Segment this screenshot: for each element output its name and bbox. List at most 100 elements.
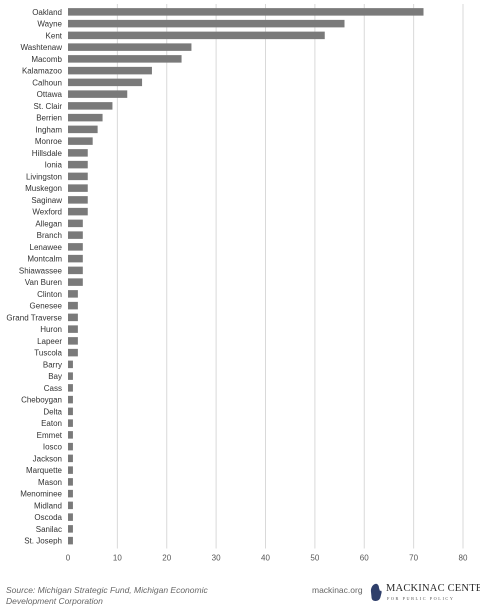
x-tick-label: 30 xyxy=(212,554,221,563)
bar xyxy=(68,407,73,416)
bar xyxy=(68,243,83,251)
bar xyxy=(68,313,78,322)
category-label: Clinton xyxy=(37,290,62,299)
bar xyxy=(68,266,83,275)
category-label: Delta xyxy=(43,407,62,416)
bar xyxy=(68,55,182,63)
bar xyxy=(68,301,78,310)
category-label: Genesee xyxy=(30,302,63,311)
category-label: Barry xyxy=(43,360,62,369)
category-label: Ingham xyxy=(35,125,62,134)
category-label: St. Clair xyxy=(34,102,63,111)
x-tick-label: 50 xyxy=(310,554,319,563)
category-label: Hillsdale xyxy=(32,149,63,158)
x-tick-label: 80 xyxy=(459,554,468,563)
bar xyxy=(68,454,73,463)
category-label: Livingston xyxy=(26,172,62,181)
category-label: Marquette xyxy=(26,466,63,475)
category-label: Cheboygan xyxy=(21,396,62,405)
category-label: Cass xyxy=(44,384,62,393)
bar xyxy=(68,372,73,380)
x-tick-label: 70 xyxy=(409,554,418,563)
bar xyxy=(68,219,83,228)
bar xyxy=(68,489,73,498)
category-label: Eaton xyxy=(41,419,62,428)
category-label: Shiawassee xyxy=(19,266,63,275)
bar xyxy=(68,160,88,169)
category-label: Ottawa xyxy=(37,90,63,99)
category-label: Grand Traverse xyxy=(6,313,62,322)
category-label: Kent xyxy=(46,31,63,40)
category-label: Lenawee xyxy=(30,243,63,252)
bar xyxy=(68,431,73,439)
bar xyxy=(68,8,424,16)
bar xyxy=(68,78,143,87)
bar xyxy=(68,525,73,533)
category-label: Lapeer xyxy=(37,337,62,346)
category-label: Bay xyxy=(48,372,62,381)
bar-chart: 0 10 20 30 40 50 60 70 80 Oakland Wayne Kent Washten… xyxy=(6,4,468,563)
bar xyxy=(68,43,192,51)
source-note: Source: Michigan Strategic Fund, Michiga… xyxy=(6,585,208,606)
bar xyxy=(68,113,103,122)
category-label: Midland xyxy=(34,501,62,510)
category-label: Ionia xyxy=(45,161,63,170)
x-tick-label: 40 xyxy=(261,554,270,563)
category-label: Jackson xyxy=(33,454,62,463)
logo-tagline: FOR PUBLIC POLICY xyxy=(387,596,455,601)
category-label: Saginaw xyxy=(31,196,62,205)
bar xyxy=(68,196,88,204)
category-label: Kalamazoo xyxy=(22,67,63,76)
bar xyxy=(68,466,73,474)
bar xyxy=(68,66,152,75)
bar xyxy=(68,536,73,545)
bar xyxy=(68,172,88,181)
bar xyxy=(68,478,73,486)
mackinac-logo: MACKINAC CENTER FOR PUBLIC POLICY xyxy=(368,582,480,608)
category-label: Berrien xyxy=(36,114,62,123)
category-label: Branch xyxy=(37,231,62,240)
category-label: Muskegon xyxy=(25,184,62,193)
bar xyxy=(68,513,73,521)
site-url[interactable]: mackinac.org xyxy=(312,585,363,595)
bar xyxy=(68,125,98,134)
bar xyxy=(68,384,73,392)
bar xyxy=(68,325,78,333)
x-tick-label: 60 xyxy=(360,554,369,563)
category-label: Oakland xyxy=(32,8,62,17)
category-label: Montcalm xyxy=(27,255,62,264)
bar xyxy=(68,278,83,286)
bar xyxy=(68,360,73,369)
category-label: Sanilac xyxy=(36,525,62,534)
category-label: Huron xyxy=(40,325,62,334)
category-label: Iosco xyxy=(43,443,63,452)
bar xyxy=(68,231,83,239)
category-label: Wayne xyxy=(37,20,62,29)
bar xyxy=(68,184,88,192)
bar xyxy=(68,207,88,216)
bar xyxy=(68,501,73,510)
category-label: Washtenaw xyxy=(21,43,63,52)
category-label: Tuscola xyxy=(34,349,62,358)
bar xyxy=(68,102,113,110)
category-label: Calhoun xyxy=(32,78,62,87)
bar xyxy=(68,395,73,404)
category-label: Macomb xyxy=(31,55,62,64)
x-tick-label: 20 xyxy=(162,554,171,563)
bar xyxy=(68,19,345,28)
category-label: Oscoda xyxy=(34,513,62,522)
logo-name: MACKINAC CENTER xyxy=(386,583,480,594)
bar xyxy=(68,290,78,298)
bar xyxy=(68,31,325,40)
michigan-mitten-icon xyxy=(370,583,382,601)
bar xyxy=(68,419,73,427)
bar xyxy=(68,348,78,357)
bar xyxy=(68,337,78,345)
bar xyxy=(68,254,83,263)
x-tick-label: 10 xyxy=(113,554,122,563)
bar xyxy=(68,137,93,145)
category-label: Emmet xyxy=(37,431,63,440)
category-label: Mason xyxy=(38,478,62,487)
category-label: Van Buren xyxy=(25,278,62,287)
category-label: Monroe xyxy=(35,137,63,146)
